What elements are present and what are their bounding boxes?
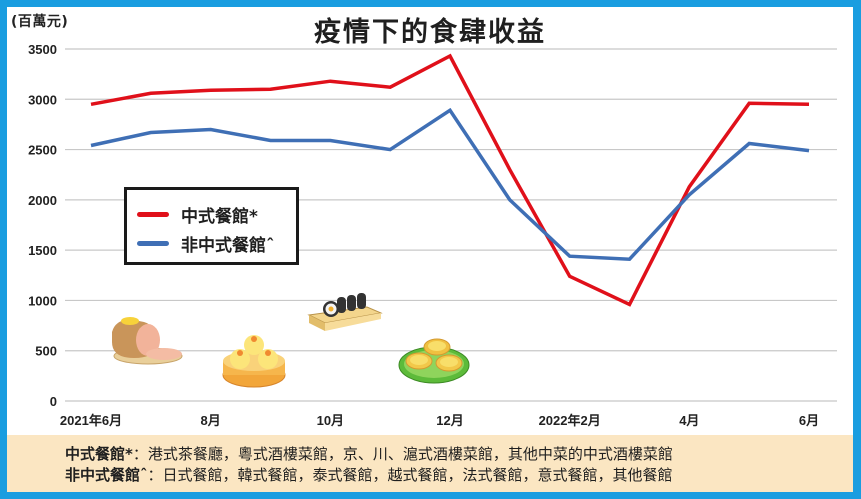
line-chart: 0 500 1000 1500 2000 2500 3000 3500 2021年6月 8月 10月… (28, 42, 837, 428)
y-axis-unit-label: (百萬元) (11, 14, 69, 30)
x-tick-label: 8月 (201, 413, 221, 428)
legend-item-non-chinese-restaurants: 非中式餐館ˆ (137, 231, 275, 256)
chart-legend: 中式餐館* 非中式餐館ˆ (124, 187, 299, 265)
x-tick-label: 10月 (317, 413, 344, 428)
y-tick-label: 500 (35, 344, 57, 359)
y-tick-label: 1500 (28, 243, 57, 258)
y-tick-label: 3000 (28, 92, 57, 107)
y-tick-label: 3500 (28, 42, 57, 57)
legend-swatch-blue (137, 241, 169, 246)
egg-tarts-icon (398, 338, 470, 384)
footnote-chinese-restaurants: 中式餐館*：港式茶餐廳，粵式酒樓菜館，京、川、滬式酒樓菜館，其他中菜的中式酒樓菜… (65, 443, 673, 464)
roast-ham-icon (112, 317, 183, 365)
sushi-roll-icon (307, 293, 383, 331)
x-tick-label: 6月 (799, 413, 819, 428)
y-tick-label: 1000 (28, 293, 57, 308)
x-tick-label: 2022年2月 (539, 413, 601, 428)
footnote-term: 中式餐館* (65, 445, 133, 463)
series-line-chinese-restaurants (90, 53, 810, 307)
x-tick-label: 12月 (436, 413, 463, 428)
footnote-text: ：日式餐館，韓式餐館，泰式餐館，越式餐館，法式餐館，意式餐館，其他餐館 (147, 466, 673, 484)
y-tick-label: 2500 (28, 143, 57, 158)
x-tick-label: 2021年6月 (60, 413, 122, 428)
legend-item-chinese-restaurants: 中式餐館* (137, 202, 258, 227)
shumai-steamer-icon (222, 335, 286, 388)
footnote-text: ：港式茶餐廳，粵式酒樓菜館，京、川、滬式酒樓菜館，其他中菜的中式酒樓菜館 (132, 445, 673, 463)
legend-label: 非中式餐館ˆ (181, 236, 275, 256)
series-line-non-chinese-restaurants (90, 107, 810, 261)
footnotes-panel: 中式餐館*：港式茶餐廳，粵式酒樓菜館，京、川、滬式酒樓菜館，其他中菜的中式酒樓菜… (7, 435, 853, 492)
x-tick-label: 4月 (679, 413, 699, 428)
footnote-term: 非中式餐館ˆ (65, 466, 148, 484)
y-tick-label: 0 (50, 394, 57, 409)
footnote-non-chinese-restaurants: 非中式餐館ˆ：日式餐館，韓式餐館，泰式餐館，越式餐館，法式餐館，意式餐館，其他餐… (65, 464, 673, 485)
chart-frame: (百萬元) 疫情下的食肆收益 0 500 1000 1500 2000 2500 3000 3… (7, 7, 853, 492)
legend-label: 中式餐館* (181, 207, 258, 227)
y-tick-label: 2000 (28, 193, 57, 208)
legend-swatch-red (137, 212, 169, 217)
chart-title: 疫情下的食肆收益 (314, 17, 546, 48)
